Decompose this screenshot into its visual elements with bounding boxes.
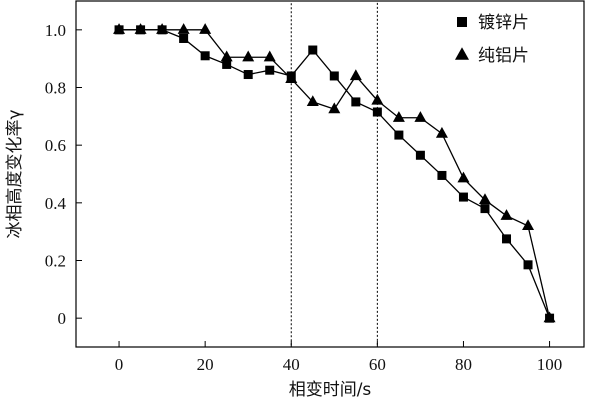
data-point-triangle — [177, 23, 190, 34]
data-point-square — [523, 260, 533, 270]
data-point-triangle — [543, 311, 556, 323]
legend-triangle-marker — [455, 47, 469, 60]
x-tick-label: 40 — [283, 355, 300, 374]
data-point-square — [308, 45, 318, 55]
data-point-square — [415, 150, 425, 160]
data-point-square — [394, 130, 404, 140]
data-point-triangle — [156, 23, 169, 34]
legend-square-marker — [457, 17, 467, 27]
data-point-triangle — [113, 23, 126, 34]
legend-item: 镀锌片 — [457, 13, 529, 33]
data-point-triangle — [371, 93, 384, 105]
axis-ticks: 0 20 40 60 80 100 0 0.2 0.4 0.6 0.8 1.0 — [45, 21, 563, 374]
legend-label: 纯铝片 — [478, 46, 529, 66]
data-point-triangle — [263, 50, 276, 62]
data-point-triangle — [478, 193, 491, 205]
data-point-triangle — [134, 23, 147, 34]
data-point-square — [179, 33, 189, 43]
x-tick-label: 0 — [115, 355, 124, 374]
y-axis-title: 冰相高度变化率γ — [5, 109, 25, 238]
data-point-triangle — [306, 95, 319, 107]
highlight-region — [290, 0, 378, 348]
data-point-triangle — [242, 50, 255, 62]
series-2 — [113, 23, 556, 323]
y-tick-label: 0.2 — [45, 252, 66, 271]
plot-frame — [75, 0, 585, 348]
legend-item: 纯铝片 — [455, 46, 529, 66]
data-point-triangle — [349, 69, 362, 81]
data-point-square — [372, 107, 382, 117]
x-axis-title: 相变时间/s — [289, 380, 372, 400]
y-tick-label: 0.6 — [45, 136, 66, 155]
data-point-square — [502, 234, 512, 244]
data-point-square — [351, 97, 361, 107]
data-point-triangle — [500, 209, 513, 220]
data-point-square — [243, 70, 253, 80]
data-point-triangle — [457, 171, 470, 183]
y-tick-label: 0 — [58, 309, 67, 328]
x-tick-label: 20 — [197, 355, 214, 374]
data-point-triangle — [220, 50, 233, 62]
y-tick-label: 1.0 — [45, 21, 66, 40]
data-point-square — [200, 51, 210, 61]
data-point-triangle — [285, 72, 298, 83]
data-point-square — [222, 59, 232, 69]
x-tick-label: 60 — [369, 355, 386, 374]
x-tick-label: 80 — [455, 355, 472, 374]
data-point-triangle — [522, 219, 535, 231]
data-point-square — [265, 65, 275, 75]
y-tick-label: 0.4 — [45, 194, 67, 213]
series-1 — [114, 25, 555, 323]
data-point-square — [480, 204, 490, 214]
data-point-square — [329, 71, 339, 81]
data-point-square — [437, 170, 447, 180]
y-tick-label: 0.8 — [45, 79, 66, 98]
series-layer — [113, 23, 556, 323]
data-point-triangle — [328, 102, 341, 114]
legend-label: 镀锌片 — [478, 13, 529, 33]
data-point-triangle — [414, 111, 427, 122]
data-point-triangle — [435, 126, 448, 138]
data-point-triangle — [199, 23, 212, 34]
data-point-triangle — [392, 111, 405, 122]
data-point-square — [458, 192, 468, 202]
x-tick-label: 100 — [537, 355, 563, 374]
